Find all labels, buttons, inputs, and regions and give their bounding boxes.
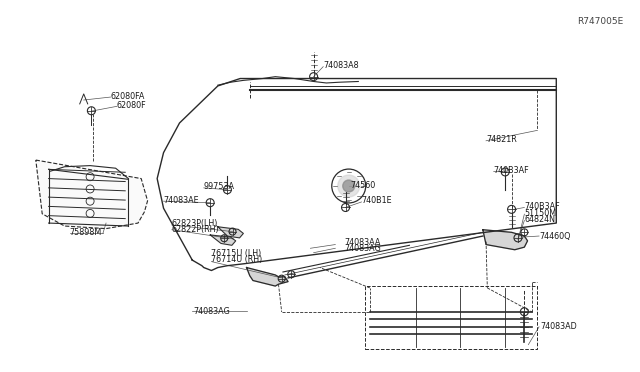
Text: 62080F: 62080F [117, 101, 147, 110]
Text: R747005E: R747005E [577, 17, 623, 26]
Text: 62080FA: 62080FA [111, 92, 145, 101]
Text: 76714U (RH): 76714U (RH) [211, 255, 262, 264]
Text: 64824N: 64824N [524, 215, 556, 224]
Circle shape [338, 175, 360, 197]
Text: 51150M: 51150M [524, 209, 557, 218]
Polygon shape [36, 160, 148, 229]
Text: 740B1E: 740B1E [362, 196, 392, 205]
Text: 740B3AF: 740B3AF [524, 202, 560, 211]
Polygon shape [483, 230, 527, 250]
Polygon shape [246, 267, 288, 286]
Text: 74821R: 74821R [486, 135, 516, 144]
Text: 74083AE: 74083AE [164, 196, 199, 205]
Polygon shape [218, 227, 243, 238]
Text: 75898M: 75898M [70, 228, 102, 237]
Text: 99753A: 99753A [204, 182, 235, 191]
Text: 62822P(RH): 62822P(RH) [172, 225, 220, 234]
Polygon shape [210, 235, 236, 245]
Text: 74083AG: 74083AG [344, 244, 381, 253]
Text: 74083A8: 74083A8 [323, 61, 359, 70]
Text: 740B3AF: 740B3AF [493, 166, 529, 175]
Text: 74560: 74560 [351, 181, 376, 190]
Text: 74083AG: 74083AG [193, 307, 230, 316]
Circle shape [343, 180, 355, 192]
Text: 74083AD: 74083AD [540, 322, 577, 331]
Text: 62823P(LH): 62823P(LH) [172, 219, 218, 228]
Text: 74460Q: 74460Q [539, 231, 570, 241]
Text: 74083AA: 74083AA [344, 238, 381, 247]
Text: 76715U (LH): 76715U (LH) [211, 249, 262, 258]
